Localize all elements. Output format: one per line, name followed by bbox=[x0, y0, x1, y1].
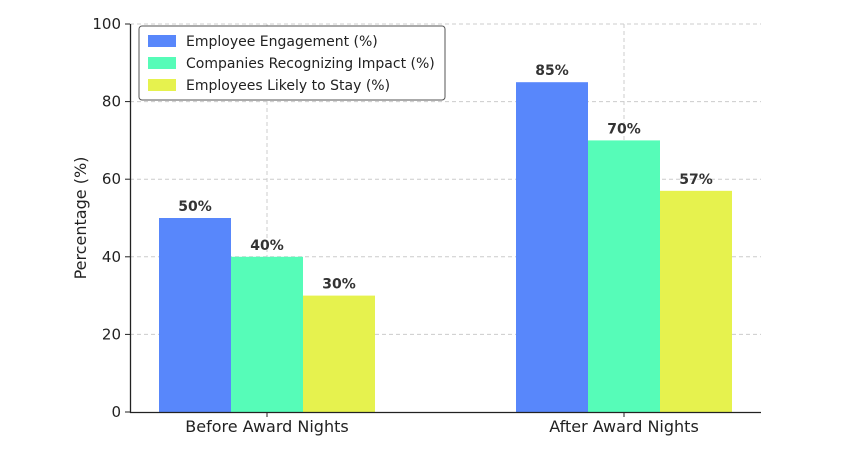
y-tick-label: 0 bbox=[111, 403, 121, 421]
legend-label: Employee Engagement (%) bbox=[186, 34, 378, 50]
bar bbox=[516, 82, 588, 412]
bar bbox=[231, 256, 303, 412]
y-tick-label: 60 bbox=[102, 170, 121, 188]
y-tick-label: 80 bbox=[102, 93, 121, 111]
bar bbox=[159, 218, 231, 412]
legend: Employee Engagement (%) Companies Recogni… bbox=[138, 25, 446, 101]
legend-swatch bbox=[148, 35, 176, 47]
data-label: 50% bbox=[178, 199, 212, 215]
bars bbox=[159, 82, 732, 412]
legend-swatch bbox=[148, 79, 176, 91]
y-ticks: 0 20 40 60 80 100 bbox=[92, 15, 130, 421]
data-label: 40% bbox=[250, 238, 284, 254]
y-axis-title: Percentage (%) bbox=[71, 157, 90, 280]
data-label: 70% bbox=[607, 121, 641, 137]
x-category-labels: Before Award Nights After Award Nights bbox=[185, 412, 699, 436]
y-tick-label: 100 bbox=[92, 15, 121, 33]
legend-label: Companies Recognizing Impact (%) bbox=[186, 56, 435, 72]
legend-swatch bbox=[148, 57, 176, 69]
data-label: 57% bbox=[679, 172, 713, 188]
data-labels: 50% 40% 30% 85% 70% 57% bbox=[178, 63, 713, 292]
x-category-label: Before Award Nights bbox=[185, 417, 348, 436]
data-label: 85% bbox=[535, 63, 569, 79]
y-tick-label: 40 bbox=[102, 248, 121, 266]
y-tick-label: 20 bbox=[102, 325, 121, 343]
bar bbox=[660, 190, 732, 412]
bar bbox=[588, 140, 660, 412]
axes bbox=[129, 24, 761, 414]
legend-frame bbox=[138, 25, 446, 101]
legend-label: Employees Likely to Stay (%) bbox=[186, 78, 390, 94]
bar bbox=[303, 295, 375, 412]
x-category-label: After Award Nights bbox=[549, 417, 699, 436]
data-label: 30% bbox=[322, 277, 356, 293]
